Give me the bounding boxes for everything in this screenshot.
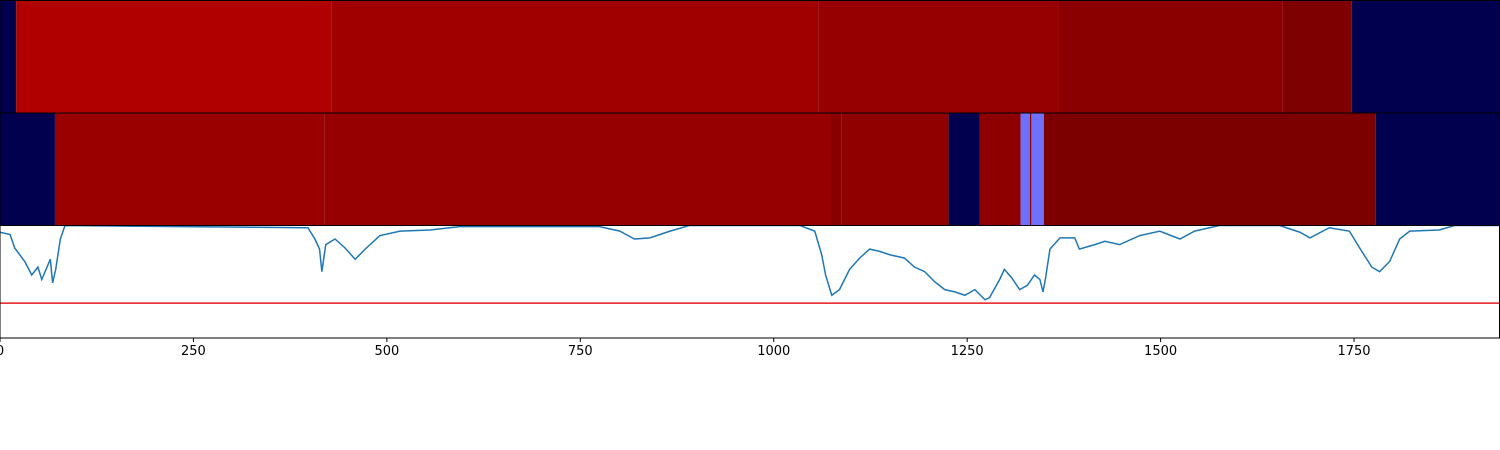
band-segment [1058, 0, 1283, 113]
panel-frame [0, 225, 1500, 339]
band-segment [1282, 0, 1352, 113]
band-segment [830, 113, 842, 226]
band-segment [54, 113, 325, 226]
band-segment [1031, 113, 1044, 226]
x-tick-label: 1250 [951, 344, 984, 359]
band-segment [979, 113, 1021, 226]
band-segment [1020, 113, 1030, 226]
x-tick-label: 1500 [1144, 344, 1177, 359]
x-tick-label: 500 [374, 344, 399, 359]
band-segment [841, 113, 949, 226]
x-tick-label: 0 [0, 344, 4, 359]
band-segment [0, 0, 17, 113]
plot-area [0, 226, 1500, 301]
band-segment [1029, 113, 1032, 226]
x-tick-label: 250 [181, 344, 206, 359]
x-tick-label: 1000 [757, 344, 790, 359]
band-segment [1375, 113, 1500, 226]
band-segment [948, 113, 980, 226]
band-segment [1351, 0, 1500, 113]
band-segment [818, 0, 1059, 113]
band-segment [324, 113, 831, 226]
band-segment [16, 0, 332, 113]
line-series [0, 226, 1500, 301]
band-segment [0, 113, 55, 226]
x-tick-label: 750 [568, 344, 593, 359]
band-segment [331, 0, 819, 113]
band-segment [1043, 113, 1376, 226]
x-tick-label: 1750 [1337, 344, 1370, 359]
